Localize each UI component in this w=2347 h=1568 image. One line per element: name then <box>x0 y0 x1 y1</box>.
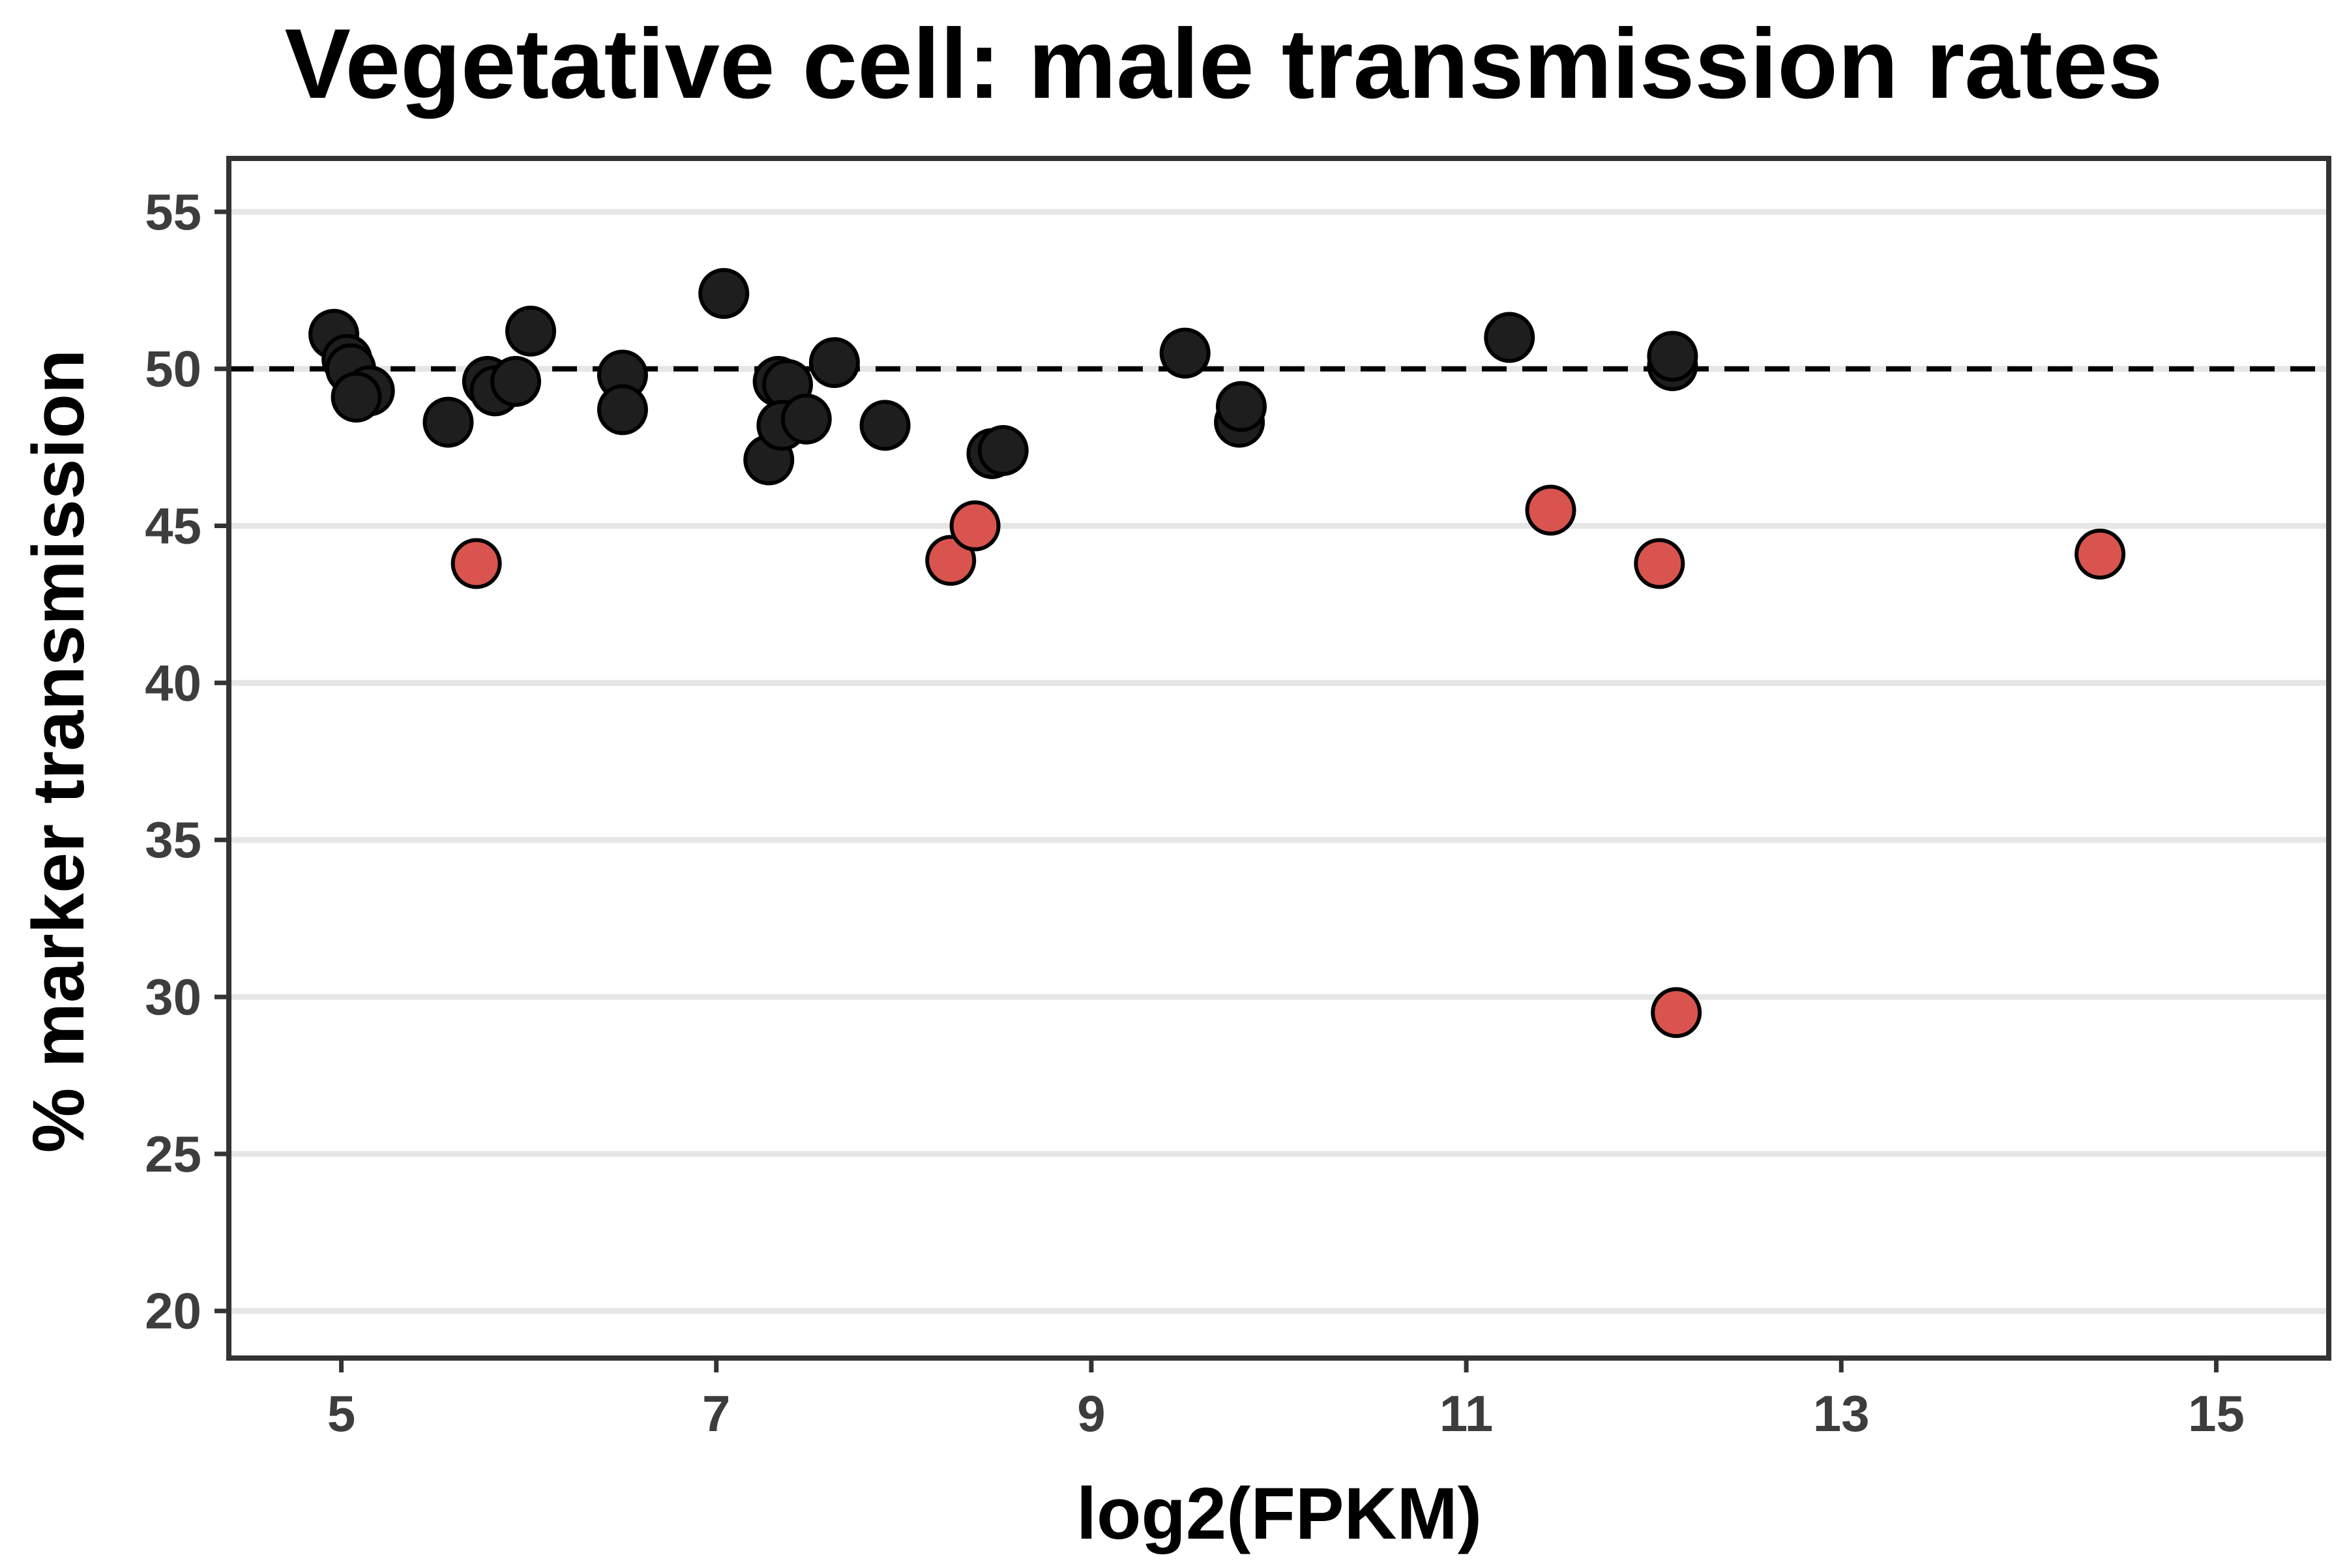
x-tick-label: 7 <box>702 1385 730 1442</box>
x-tick-label: 13 <box>1813 1385 1870 1442</box>
red-point-6 <box>2074 528 2126 580</box>
black-point-11 <box>597 384 648 436</box>
x-tick-label: 11 <box>1439 1385 1493 1442</box>
y-tick-label: 30 <box>145 968 201 1026</box>
x-tick-label: 5 <box>327 1385 355 1442</box>
black-point-18 <box>808 337 860 389</box>
y-tick-label: 35 <box>145 811 201 868</box>
chart-title: Vegetative cell: male transmission rates <box>285 8 2163 119</box>
black-point-25 <box>1484 312 1535 363</box>
x-tick-label: 15 <box>2188 1385 2245 1442</box>
black-point-9 <box>505 305 557 357</box>
red-point-4 <box>1634 538 1685 589</box>
black-point-8 <box>490 355 542 407</box>
black-point-21 <box>977 424 1029 476</box>
y-tick-label: 40 <box>145 654 201 711</box>
y-axis-title: % marker transmission <box>18 349 99 1153</box>
x-axis-title: log2(FPKM) <box>1076 1473 1482 1554</box>
red-point-2 <box>949 500 1001 552</box>
plot-frame <box>226 156 2331 1361</box>
y-tick-label: 20 <box>145 1282 201 1340</box>
black-point-5 <box>422 396 474 448</box>
data-points <box>308 268 2126 1039</box>
red-point-3 <box>1525 484 1576 536</box>
gridlines <box>229 209 2329 1314</box>
black-point-24 <box>1215 381 1267 432</box>
red-point-0 <box>450 538 502 589</box>
y-tick-label: 50 <box>145 340 201 398</box>
black-point-4 <box>331 372 382 423</box>
black-point-22 <box>1159 327 1211 379</box>
y-tick-label: 25 <box>145 1125 201 1183</box>
y-tick-label: 55 <box>145 183 201 241</box>
red-point-1 <box>925 535 977 586</box>
black-point-27 <box>1647 331 1698 382</box>
x-tick-label: 9 <box>1077 1385 1105 1442</box>
y-tick-label: 45 <box>145 497 201 555</box>
red-point-5 <box>1651 987 1702 1039</box>
black-point-12 <box>698 268 750 319</box>
black-point-17 <box>780 393 832 445</box>
black-point-19 <box>859 400 911 451</box>
